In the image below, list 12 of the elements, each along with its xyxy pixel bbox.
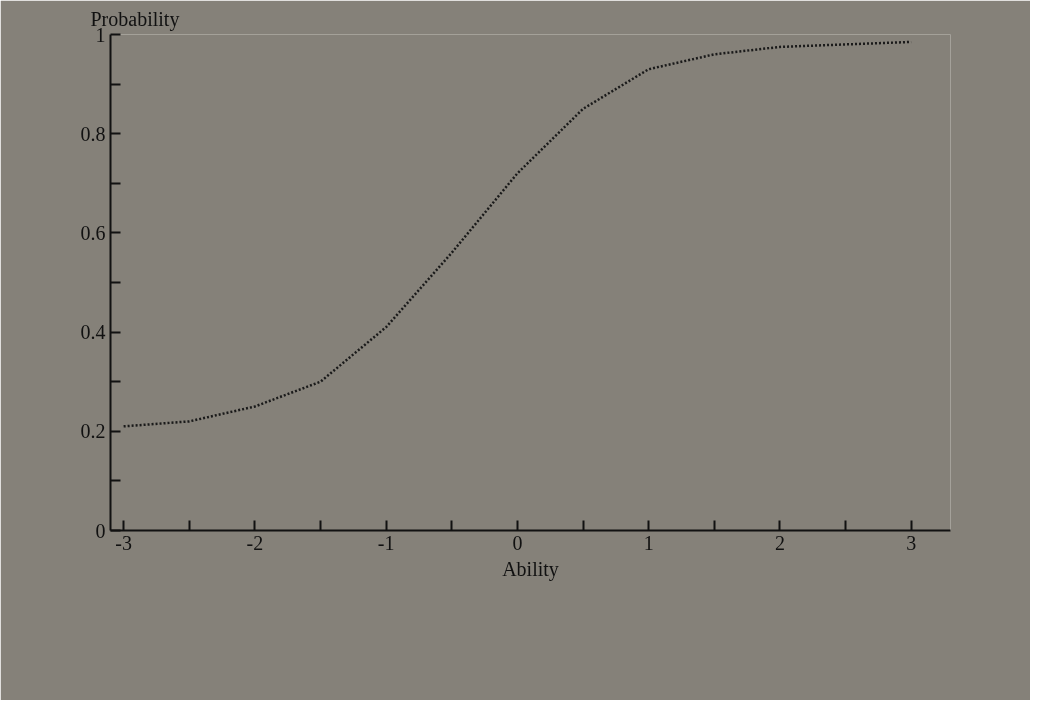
y-tick-label: 0.2 xyxy=(80,420,106,443)
x-tick-label: -2 xyxy=(246,531,264,554)
y-tick-label: 0.8 xyxy=(80,122,106,145)
x-tick-label: -3 xyxy=(115,531,132,554)
x-tick-label: -1 xyxy=(377,531,395,554)
y-tick-label: 0.6 xyxy=(80,221,106,244)
x-axis-title: Ability xyxy=(502,557,559,581)
x-tick-label: 2 xyxy=(774,531,785,554)
y-tick-label: 0.4 xyxy=(80,321,106,344)
x-tick-label: 0 xyxy=(512,531,523,554)
x-tick-label: 3 xyxy=(906,531,917,554)
x-tick-label: 1 xyxy=(643,531,654,554)
